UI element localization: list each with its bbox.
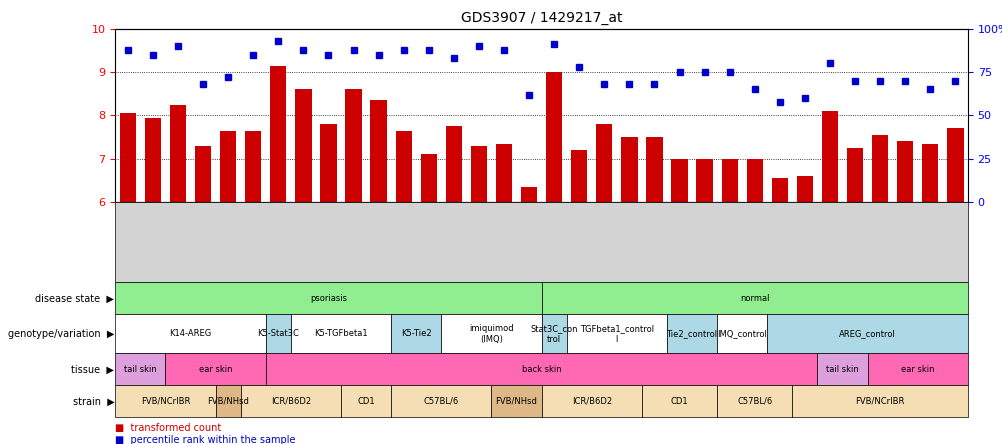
- Bar: [946, 128, 963, 202]
- Text: K5-TGFbeta1: K5-TGFbeta1: [314, 329, 368, 338]
- Text: K5-Tie2: K5-Tie2: [401, 329, 431, 338]
- Bar: [921, 143, 938, 202]
- Bar: [395, 131, 412, 202]
- Bar: [896, 141, 913, 202]
- Bar: [445, 126, 462, 202]
- Bar: [470, 146, 487, 202]
- Bar: [270, 66, 287, 202]
- Bar: [244, 131, 262, 202]
- Text: C57BL/6: C57BL/6: [423, 397, 459, 406]
- Bar: [720, 159, 737, 202]
- Text: CD1: CD1: [357, 397, 375, 406]
- Text: disease state  ▶: disease state ▶: [35, 293, 114, 303]
- Text: K14-AREG: K14-AREG: [169, 329, 211, 338]
- Text: genotype/variation  ▶: genotype/variation ▶: [8, 329, 114, 339]
- Text: ICR/B6D2: ICR/B6D2: [571, 397, 611, 406]
- Bar: [796, 176, 813, 202]
- Text: ■  transformed count: ■ transformed count: [115, 424, 221, 433]
- Bar: [495, 143, 512, 202]
- Text: ICR/B6D2: ICR/B6D2: [271, 397, 311, 406]
- Text: AREG_control: AREG_control: [839, 329, 895, 338]
- Text: Stat3C_con
trol: Stat3C_con trol: [530, 324, 577, 344]
- Bar: [595, 124, 612, 202]
- Text: strain  ▶: strain ▶: [72, 396, 114, 406]
- Bar: [545, 72, 562, 202]
- Bar: [119, 113, 136, 202]
- Text: back skin: back skin: [521, 365, 561, 374]
- Bar: [570, 150, 587, 202]
- Text: CD1: CD1: [670, 397, 687, 406]
- Bar: [194, 146, 211, 202]
- Bar: [670, 159, 687, 202]
- Text: Tie2_control: Tie2_control: [666, 329, 716, 338]
- Text: GDS3907 / 1429217_at: GDS3907 / 1429217_at: [460, 11, 622, 25]
- Text: psoriasis: psoriasis: [310, 294, 347, 303]
- Text: TGFbeta1_control
l: TGFbeta1_control l: [579, 324, 653, 344]
- Text: ■  percentile rank within the sample: ■ percentile rank within the sample: [115, 435, 296, 444]
- Bar: [846, 148, 863, 202]
- Bar: [295, 90, 312, 202]
- Text: FVB/NCrIBR: FVB/NCrIBR: [140, 397, 190, 406]
- Bar: [169, 105, 186, 202]
- Bar: [871, 135, 888, 202]
- Bar: [345, 90, 362, 202]
- Bar: [420, 155, 437, 202]
- Text: imiquimod
(IMQ): imiquimod (IMQ): [469, 324, 513, 344]
- Text: tail skin: tail skin: [826, 365, 858, 374]
- Text: FVB/NHsd: FVB/NHsd: [495, 397, 537, 406]
- Bar: [520, 187, 537, 202]
- Bar: [144, 118, 161, 202]
- Text: IMQ_control: IMQ_control: [716, 329, 767, 338]
- Text: ear skin: ear skin: [198, 365, 232, 374]
- Bar: [745, 159, 763, 202]
- Text: FVB/NHsd: FVB/NHsd: [207, 397, 248, 406]
- Bar: [645, 137, 662, 202]
- Text: K5-Stat3C: K5-Stat3C: [258, 329, 299, 338]
- Text: FVB/NCrIBR: FVB/NCrIBR: [855, 397, 904, 406]
- Bar: [695, 159, 712, 202]
- Bar: [821, 111, 838, 202]
- Text: tail skin: tail skin: [124, 365, 156, 374]
- Bar: [771, 178, 788, 202]
- Bar: [620, 137, 637, 202]
- Text: normal: normal: [739, 294, 769, 303]
- Bar: [320, 124, 337, 202]
- Text: tissue  ▶: tissue ▶: [71, 365, 114, 374]
- Text: C57BL/6: C57BL/6: [736, 397, 772, 406]
- Bar: [370, 100, 387, 202]
- Text: ear skin: ear skin: [900, 365, 934, 374]
- Bar: [219, 131, 236, 202]
